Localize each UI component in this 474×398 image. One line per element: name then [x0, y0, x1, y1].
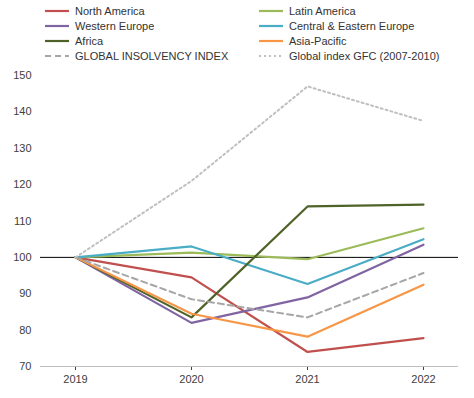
html-text:Global index GFC (2007-2010): Global index GFC (2007-2010): [289, 50, 440, 62]
svg-text:140: 140: [13, 105, 31, 117]
svg-text:2019: 2019: [63, 373, 87, 385]
html-text:Central & Eastern Europe: Central & Eastern Europe: [289, 20, 415, 32]
svg-text:2020: 2020: [179, 373, 203, 385]
html-text:GLOBAL INSOLVENCY INDEX: GLOBAL INSOLVENCY INDEX: [75, 50, 229, 62]
html-text:Africa: Africa: [75, 35, 104, 47]
svg-text:150: 150: [13, 69, 31, 81]
svg-text:70: 70: [19, 360, 31, 372]
svg-text:130: 130: [13, 142, 31, 154]
html-text:Western Europe: Western Europe: [75, 20, 155, 32]
html-text:North America: North America: [75, 5, 145, 17]
svg-text:2021: 2021: [295, 373, 319, 385]
svg-text:120: 120: [13, 178, 31, 190]
svg-text:100: 100: [13, 251, 31, 263]
html-text:Latin America: Latin America: [289, 5, 356, 17]
html-text:Asia-Pacific: Asia-Pacific: [289, 35, 347, 47]
svg-text:110: 110: [14, 215, 32, 227]
svg-text:80: 80: [19, 324, 31, 336]
svg-text:90: 90: [19, 287, 31, 299]
svg-text:2022: 2022: [411, 373, 435, 385]
